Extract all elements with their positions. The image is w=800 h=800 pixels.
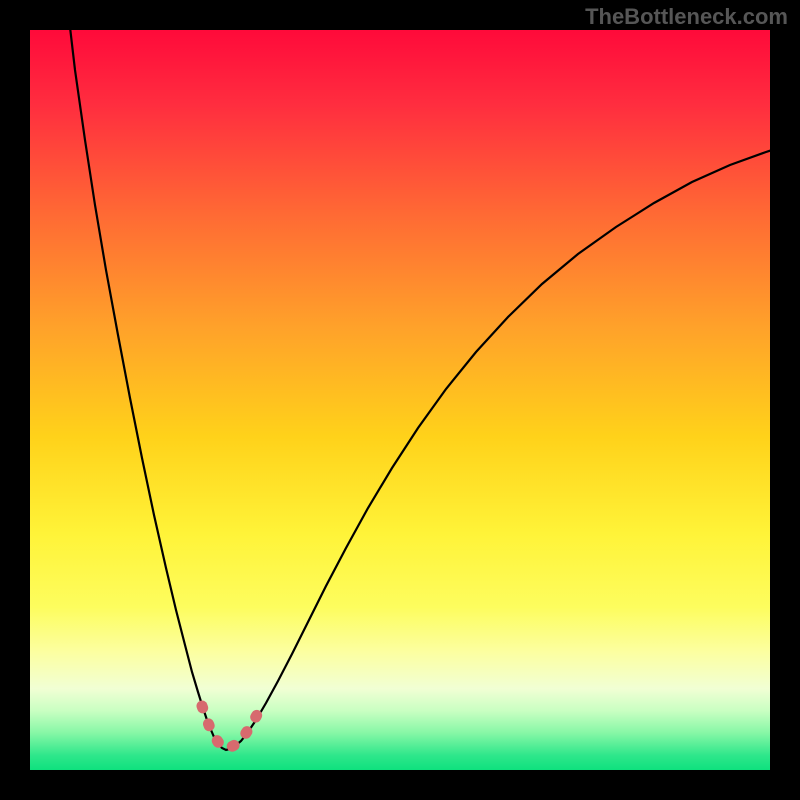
plot-background xyxy=(30,30,770,770)
chart-frame: TheBottleneck.com xyxy=(0,0,800,800)
bottleneck-curve-chart xyxy=(30,30,770,770)
watermark-text: TheBottleneck.com xyxy=(585,4,788,30)
